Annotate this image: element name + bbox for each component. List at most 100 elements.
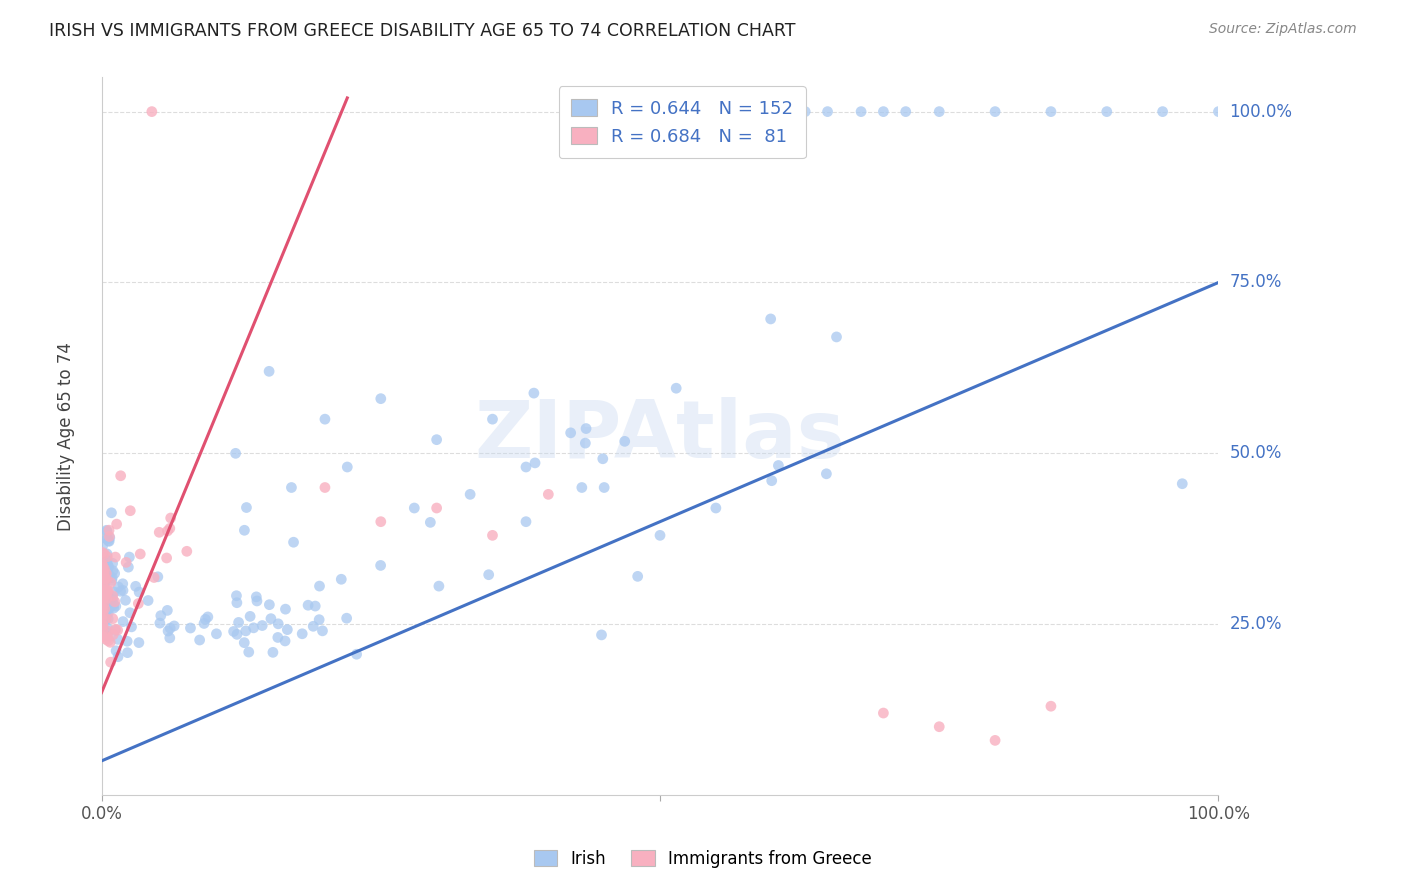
Point xyxy=(849,104,872,119)
Point xyxy=(104,599,127,614)
Text: 100.0%: 100.0% xyxy=(1230,103,1292,120)
Point xyxy=(91,560,114,574)
Point xyxy=(98,600,121,615)
Point xyxy=(93,591,115,605)
Point xyxy=(117,560,139,574)
Point xyxy=(768,458,790,473)
Point xyxy=(118,606,141,620)
Point xyxy=(194,612,217,626)
Text: Source: ZipAtlas.com: Source: ZipAtlas.com xyxy=(1209,22,1357,37)
Point xyxy=(128,585,150,599)
Point xyxy=(107,649,129,664)
Point xyxy=(94,602,117,616)
Point xyxy=(205,627,228,641)
Point xyxy=(110,468,132,483)
Point xyxy=(93,569,115,583)
Point xyxy=(96,532,118,546)
Text: 75.0%: 75.0% xyxy=(1230,274,1282,292)
Point xyxy=(96,586,118,600)
Point xyxy=(94,572,117,586)
Point xyxy=(330,572,353,586)
Point xyxy=(96,553,118,567)
Point xyxy=(105,517,128,532)
Point xyxy=(96,524,118,538)
Point xyxy=(98,529,121,543)
Point xyxy=(91,618,114,632)
Point xyxy=(101,557,124,571)
Point xyxy=(98,531,121,545)
Point xyxy=(91,623,114,637)
Point xyxy=(91,593,114,607)
Point xyxy=(91,592,114,607)
Point xyxy=(91,545,114,559)
Point xyxy=(94,599,117,613)
Point xyxy=(928,720,950,734)
Point xyxy=(336,460,359,475)
Point xyxy=(302,619,325,633)
Point xyxy=(103,601,125,615)
Point xyxy=(91,578,114,592)
Point xyxy=(627,569,650,583)
Point xyxy=(97,560,120,574)
Point xyxy=(984,733,1007,747)
Point xyxy=(304,599,326,613)
Point xyxy=(101,612,124,626)
Point xyxy=(159,621,181,635)
Point xyxy=(91,618,114,632)
Point xyxy=(107,580,129,594)
Point xyxy=(111,576,134,591)
Point xyxy=(574,436,596,450)
Point xyxy=(93,596,115,610)
Point xyxy=(94,569,117,583)
Point xyxy=(370,392,392,406)
Point xyxy=(104,624,127,638)
Point xyxy=(280,481,302,495)
Point xyxy=(336,611,359,625)
Point xyxy=(96,591,118,606)
Point xyxy=(94,611,117,625)
Point xyxy=(156,524,179,538)
Point xyxy=(404,501,426,516)
Point xyxy=(98,635,121,649)
Point xyxy=(96,549,118,564)
Point xyxy=(97,606,120,620)
Point xyxy=(97,558,120,572)
Point xyxy=(157,624,180,638)
Point xyxy=(872,706,894,720)
Point xyxy=(91,560,114,574)
Point xyxy=(481,412,503,426)
Point xyxy=(524,456,547,470)
Point xyxy=(665,381,688,395)
Point xyxy=(593,481,616,495)
Point xyxy=(91,571,114,585)
Point xyxy=(97,624,120,639)
Point xyxy=(101,571,124,585)
Point xyxy=(110,584,132,599)
Point xyxy=(426,501,449,516)
Point xyxy=(370,515,392,529)
Point xyxy=(156,551,179,566)
Point xyxy=(128,635,150,649)
Point xyxy=(94,607,117,622)
Point xyxy=(101,574,124,588)
Point xyxy=(291,626,314,640)
Point xyxy=(129,547,152,561)
Point xyxy=(1095,104,1118,119)
Point xyxy=(91,568,114,582)
Point xyxy=(238,645,260,659)
Point xyxy=(94,632,117,647)
Point xyxy=(427,579,450,593)
Point xyxy=(91,539,114,553)
Point xyxy=(93,577,115,591)
Point xyxy=(481,528,503,542)
Point xyxy=(704,104,727,119)
Point xyxy=(103,598,125,612)
Point xyxy=(245,590,267,604)
Point xyxy=(222,624,245,639)
Point xyxy=(96,572,118,586)
Point xyxy=(93,595,115,609)
Point xyxy=(149,616,172,631)
Point xyxy=(114,593,136,607)
Point xyxy=(96,603,118,617)
Point xyxy=(96,629,118,643)
